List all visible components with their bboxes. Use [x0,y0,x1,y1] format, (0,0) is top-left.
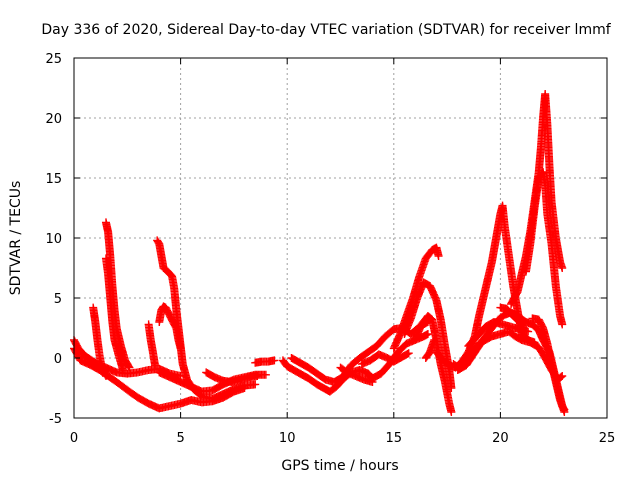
data-point [447,408,456,416]
series-arc-28 [464,318,533,350]
data-point [558,264,567,272]
data-point [253,372,262,380]
data-point [270,356,279,365]
series-arc-25 [521,168,567,329]
data-point [524,327,533,336]
axis-ticks: 0 5 10 15 20 25 -5 0 5 10 15 20 25 [45,52,615,446]
x-tick-label: 15 [386,431,403,446]
data-point [558,320,567,329]
y-tick-label: -5 [49,412,62,427]
series-arc-26 [528,314,569,416]
data-point [404,349,413,358]
data-point [430,336,439,344]
data-point [368,378,377,386]
series-arc-05 [101,254,128,374]
series-arc-16 [389,243,443,353]
data-point [261,370,270,379]
data-point [560,408,569,416]
data-point [558,372,567,380]
series-arc-08 [155,302,185,353]
grid-lines [74,58,607,418]
x-tick-label: 25 [599,431,616,446]
data-point [434,252,443,260]
y-tick-label: 20 [45,112,62,127]
data-point [176,344,185,353]
y-tick-label: 25 [45,52,62,67]
series-arc-03 [89,303,110,380]
data-point [251,380,260,389]
data-point [119,366,128,374]
chart-title: Day 336 of 2020, Sidereal Day-to-day VTE… [41,22,611,38]
series-arc-15 [357,349,413,368]
y-tick-label: 10 [45,232,62,247]
x-tick-label: 10 [279,431,296,446]
series-arc-10 [202,368,262,386]
x-tick-label: 0 [70,431,78,446]
data-points [70,90,569,416]
x-tick-label: 20 [492,431,509,446]
series-arc-11 [251,356,279,367]
series-arc-14 [336,363,377,386]
series-arc-19 [421,336,439,362]
y-tick-label: 0 [54,352,62,367]
y-axis-label: SDTVAR / TECUs [8,181,24,296]
series-arc-22 [432,276,492,372]
x-tick-label: 5 [176,431,184,446]
series-arc-06 [144,320,160,370]
data-point [125,363,134,372]
data-point [101,372,110,380]
series-arc-01 [70,336,185,380]
y-tick-label: 15 [45,172,62,187]
data-point [101,370,110,379]
data-point [151,361,160,370]
y-tick-label: 5 [54,292,62,307]
data-point [423,330,432,338]
data-point [124,362,133,371]
data-point [530,338,539,347]
x-axis-label: GPS time / hours [281,458,398,474]
series-arc-23 [483,201,539,347]
